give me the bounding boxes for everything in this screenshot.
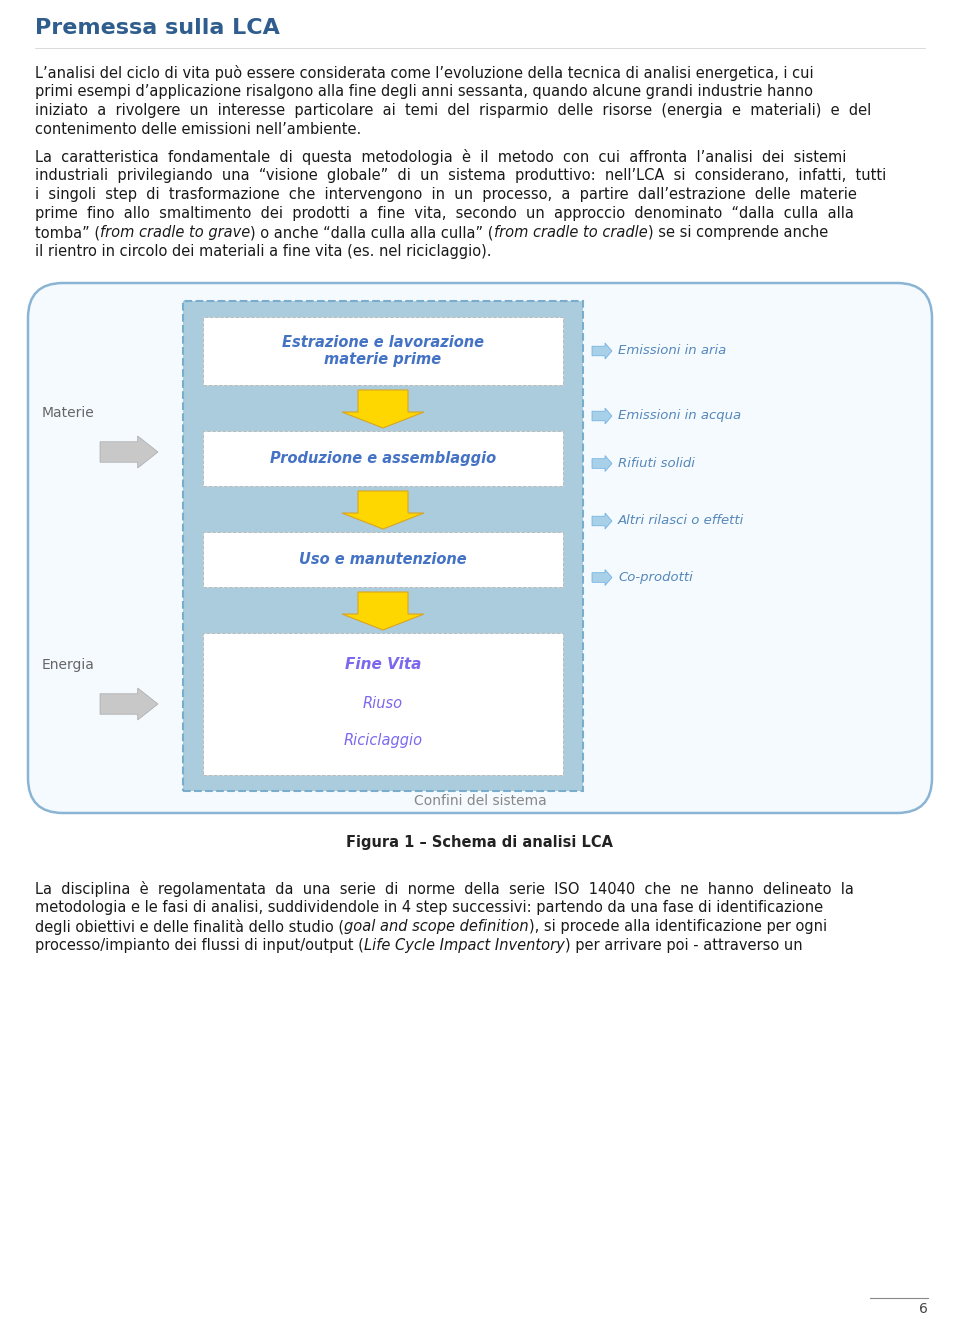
Text: tomba” (: tomba” ( [35, 226, 100, 240]
Text: Materie: Materie [42, 406, 95, 419]
Text: Fine Vita: Fine Vita [345, 657, 421, 671]
Text: L’analisi del ciclo di vita può essere considerata come l’evoluzione della tecni: L’analisi del ciclo di vita può essere c… [35, 65, 814, 80]
Text: from cradle to grave: from cradle to grave [100, 226, 251, 240]
Text: processo/impianto dei flussi di input/output (: processo/impianto dei flussi di input/ou… [35, 938, 364, 954]
FancyBboxPatch shape [203, 431, 563, 485]
Text: Estrazione e lavorazione
materie prime: Estrazione e lavorazione materie prime [282, 335, 484, 367]
Text: primi esempi d’applicazione risalgono alla fine degli anni sessanta, quando alcu: primi esempi d’applicazione risalgono al… [35, 84, 813, 99]
Polygon shape [592, 455, 612, 471]
Text: Uso e manutenzione: Uso e manutenzione [300, 551, 467, 567]
Text: Emissioni in aria: Emissioni in aria [618, 344, 727, 357]
FancyBboxPatch shape [183, 301, 583, 791]
Text: Emissioni in acqua: Emissioni in acqua [618, 409, 741, 422]
Polygon shape [342, 390, 424, 427]
Text: ) se si comprende anche: ) se si comprende anche [648, 226, 828, 240]
Polygon shape [592, 513, 612, 529]
Polygon shape [342, 491, 424, 529]
Text: Confini del sistema: Confini del sistema [414, 794, 546, 809]
FancyBboxPatch shape [203, 317, 563, 385]
Text: metodologia e le fasi di analisi, suddividendole in 4 step successivi: partendo : metodologia e le fasi di analisi, suddiv… [35, 900, 823, 915]
Text: La  disciplina  è  regolamentata  da  una  serie  di  norme  della  serie  ISO  : La disciplina è regolamentata da una ser… [35, 881, 853, 897]
Text: La  caratteristica  fondamentale  di  questa  metodologia  è  il  metodo  con  c: La caratteristica fondamentale di questa… [35, 149, 847, 165]
Text: Figura 1 – Schema di analisi LCA: Figura 1 – Schema di analisi LCA [347, 835, 613, 849]
Text: ) o anche “dalla culla alla culla” (: ) o anche “dalla culla alla culla” ( [251, 226, 493, 240]
FancyBboxPatch shape [203, 532, 563, 587]
Text: goal and scope definition: goal and scope definition [344, 919, 529, 934]
Text: il rientro in circolo dei materiali a fine vita (es. nel riciclaggio).: il rientro in circolo dei materiali a fi… [35, 244, 492, 259]
Text: Life Cycle Impact Inventory: Life Cycle Impact Inventory [364, 938, 564, 954]
Polygon shape [592, 570, 612, 586]
Polygon shape [100, 437, 158, 468]
Text: contenimento delle emissioni nell’ambiente.: contenimento delle emissioni nell’ambien… [35, 121, 361, 137]
Text: 6: 6 [919, 1302, 928, 1316]
Text: Riuso: Riuso [363, 696, 403, 711]
Polygon shape [100, 689, 158, 720]
Text: prime  fino  allo  smaltimento  dei  prodotti  a  fine  vita,  secondo  un  appr: prime fino allo smaltimento dei prodotti… [35, 206, 853, 222]
Text: degli obiettivi e delle finalità dello studio (: degli obiettivi e delle finalità dello s… [35, 919, 344, 935]
Text: Premessa sulla LCA: Premessa sulla LCA [35, 18, 280, 38]
Text: Riciclaggio: Riciclaggio [344, 733, 422, 748]
Text: i  singoli  step  di  trasformazione  che  intervengono  in  un  processo,  a  p: i singoli step di trasformazione che int… [35, 187, 857, 202]
Polygon shape [592, 343, 612, 359]
Text: Co-prodotti: Co-prodotti [618, 571, 693, 584]
Text: from cradle to cradle: from cradle to cradle [493, 226, 648, 240]
Polygon shape [342, 592, 424, 630]
Text: Energia: Energia [42, 658, 95, 671]
FancyBboxPatch shape [203, 633, 563, 776]
Text: ) per arrivare poi - attraverso un: ) per arrivare poi - attraverso un [564, 938, 803, 954]
Text: ), si procede alla identificazione per ogni: ), si procede alla identificazione per o… [529, 919, 827, 934]
FancyBboxPatch shape [28, 284, 932, 813]
Text: iniziato  a  rivolgere  un  interesse  particolare  ai  temi  del  risparmio  de: iniziato a rivolgere un interesse partic… [35, 103, 872, 117]
Text: Altri rilasci o effetti: Altri rilasci o effetti [618, 514, 744, 528]
Text: Rifiuti solidi: Rifiuti solidi [618, 456, 695, 470]
Text: industriali  privilegiando  una  “visione  globale”  di  un  sistema  produttivo: industriali privilegiando una “visione g… [35, 168, 886, 183]
Polygon shape [592, 408, 612, 423]
Text: Produzione e assemblaggio: Produzione e assemblaggio [270, 451, 496, 466]
